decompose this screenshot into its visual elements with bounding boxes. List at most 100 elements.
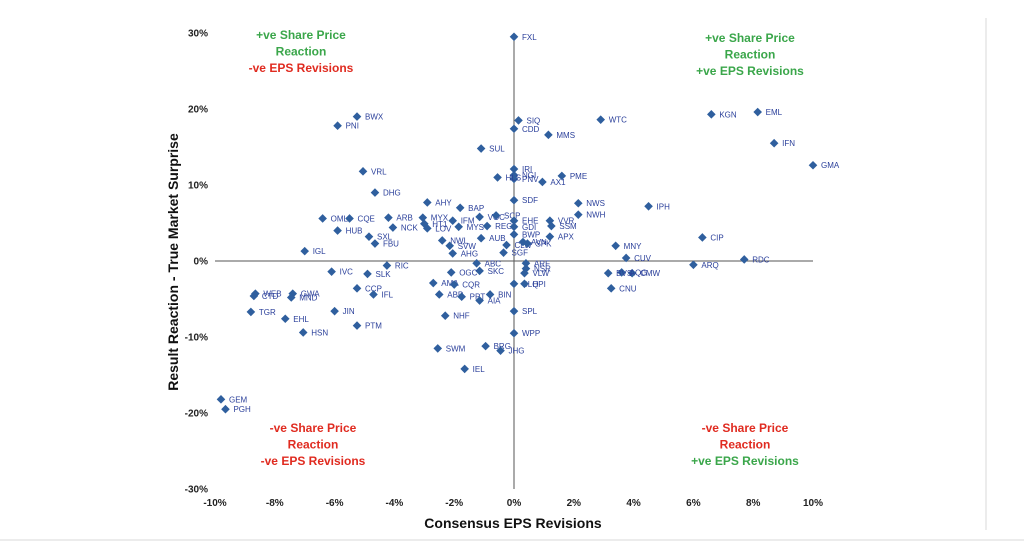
data-point-label: NWS (586, 199, 605, 208)
data-point-marker (249, 291, 259, 301)
data-point-label: AMA (441, 279, 459, 288)
quadrant-line: +ve Share Price (705, 31, 795, 45)
data-point-label: WPP (522, 329, 540, 338)
data-point-marker (216, 395, 226, 404)
data-point-label: HUB (346, 227, 363, 236)
data-point-label: IFL (381, 290, 393, 299)
data-point-marker (769, 138, 779, 148)
y-axis-title: Result Reaction - True Market Surprise (165, 133, 181, 391)
data-point-marker (509, 306, 519, 316)
data-point-marker (573, 210, 583, 219)
data-point-marker (544, 130, 553, 140)
data-point-label: PTM (365, 322, 382, 331)
y-tick-label: 0% (194, 257, 209, 268)
quadrant-bottom-left: -ve Share Price Reaction -ve EPS Revisions (261, 421, 366, 468)
data-point-marker (509, 164, 519, 174)
data-point-marker (445, 241, 455, 251)
data-point-label: CQR (462, 281, 480, 290)
data-point-label: VVR (558, 217, 575, 226)
data-point-marker (298, 328, 308, 337)
data-point-label: CUV (634, 254, 652, 263)
quadrant-line: Reaction (276, 45, 327, 59)
data-point-marker (363, 269, 372, 279)
data-point-label: CMW (640, 269, 660, 278)
data-point-label: IEL (473, 365, 486, 374)
data-point-label: MYS (467, 223, 484, 232)
data-point-marker (509, 32, 519, 42)
x-tick-label: 4% (626, 498, 641, 509)
data-point-label: NWL (450, 236, 468, 245)
data-point-marker (422, 198, 432, 207)
data-point-marker (753, 107, 762, 117)
data-point-label: CLQ (522, 280, 538, 289)
data-point-marker (422, 224, 432, 233)
data-point-marker (280, 314, 290, 324)
data-point-marker (509, 230, 519, 239)
data-point-marker (627, 268, 637, 278)
data-point-label: MNY (624, 242, 642, 251)
data-point-marker (352, 112, 362, 121)
x-tick-label: 10% (803, 498, 823, 509)
data-point-marker (437, 236, 447, 245)
data-point-marker (739, 255, 749, 264)
data-point-label: CCP (365, 284, 382, 293)
data-point-marker (475, 266, 484, 276)
data-point-marker (545, 216, 555, 226)
data-point-label: BWX (365, 113, 384, 122)
data-point-label: IFM (461, 217, 475, 226)
data-point-label: RDC (752, 255, 770, 264)
data-point-marker (246, 307, 256, 317)
y-tick-label: -10% (185, 333, 208, 344)
data-point-marker (606, 284, 616, 293)
data-point-marker (288, 289, 298, 298)
data-point-marker (521, 258, 531, 268)
data-point-marker (433, 344, 443, 353)
data-point-marker (509, 124, 519, 134)
data-point-label: HSN (311, 328, 328, 337)
data-point-marker (617, 268, 626, 277)
y-tick-label: -30% (185, 485, 208, 496)
data-point-marker (358, 167, 368, 176)
data-point-marker (327, 267, 336, 276)
quadrant-top-right: +ve Share Price Reaction +ve EPS Revisions (696, 31, 804, 78)
x-tick-label: -4% (386, 498, 404, 509)
data-point-marker (707, 110, 716, 119)
data-point-label: MND (299, 293, 317, 302)
quadrant-annotations: +ve Share Price Reaction -ve EPS Revisions… (249, 28, 805, 468)
data-point-label: WTC (609, 116, 627, 125)
data-point-label: AX1 (550, 178, 566, 187)
data-point-marker (603, 268, 613, 278)
data-point-marker (418, 213, 428, 222)
data-point-label: GWA (301, 290, 320, 299)
data-point-label: AQG (630, 268, 648, 277)
data-point-marker (476, 233, 486, 243)
data-point-label: PNI (346, 122, 359, 131)
data-point-marker (518, 237, 528, 247)
x-tick-label: 0% (507, 498, 522, 509)
data-point-marker (364, 232, 374, 241)
data-point-label: PNV (522, 175, 539, 184)
data-point-marker (448, 216, 458, 226)
data-point-label: ARQ (701, 261, 718, 270)
data-point-label: NGI (522, 171, 536, 180)
data-point-label: ABP (447, 290, 463, 299)
quadrant-line: Reaction (288, 438, 339, 452)
data-point-label: AUB (489, 234, 505, 243)
quadrant-top-left: +ve Share Price Reaction -ve EPS Revisions (249, 28, 354, 75)
data-point-marker (352, 284, 362, 293)
quadrant-line: Reaction (720, 438, 771, 452)
quadrant-line: -ve EPS Revisions (249, 61, 354, 75)
data-point-label: EML (766, 108, 783, 117)
data-point-label: NHF (453, 312, 470, 321)
data-point-label: GMA (821, 161, 840, 170)
data-point-marker (481, 341, 490, 351)
data-point-marker (221, 404, 230, 414)
data-point-label: IRI (522, 165, 532, 174)
data-point-marker (475, 212, 484, 222)
data-point-marker (509, 328, 519, 338)
x-tick-label: 8% (746, 498, 761, 509)
y-tick-label: 10% (188, 181, 208, 192)
data-point-label: IGL (313, 247, 326, 256)
data-point-label: RIC (395, 262, 409, 271)
